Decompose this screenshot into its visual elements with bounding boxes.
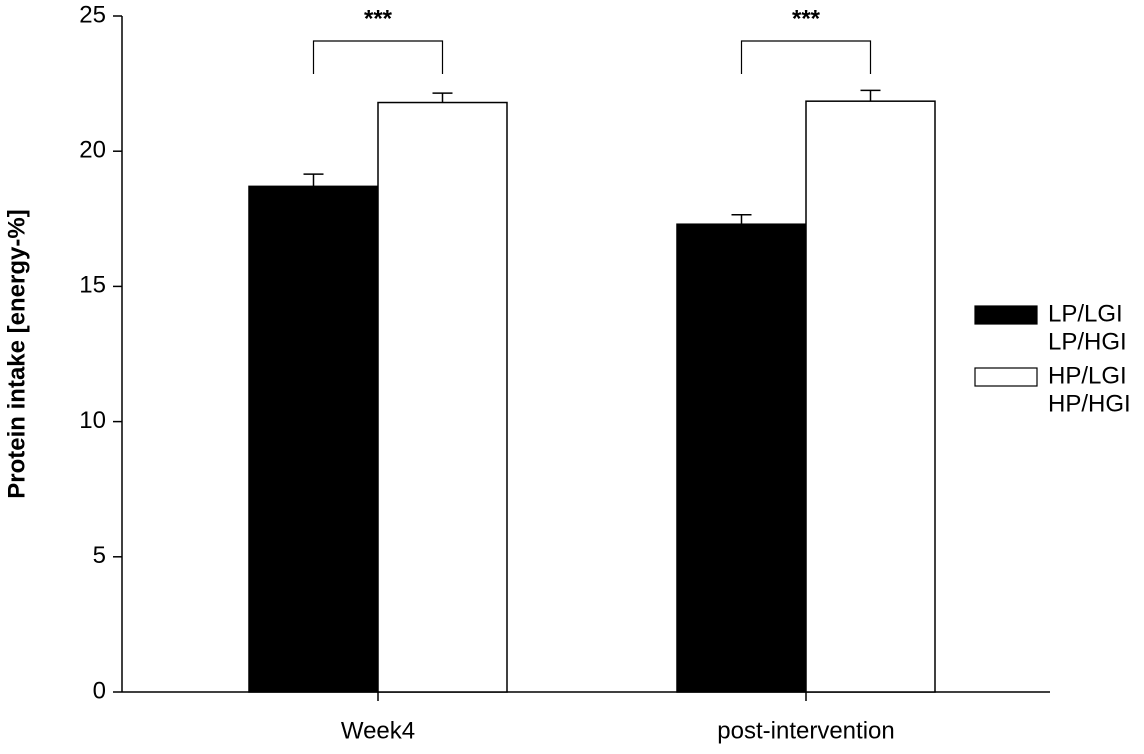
legend-swatch [974,305,1038,325]
bar [676,223,807,693]
legend-label: HP/HGI [1048,390,1131,417]
y-tick-label: 15 [79,272,106,299]
legend-label: LP/HGI [1048,328,1127,355]
bar [805,100,936,693]
x-tick-label: post-intervention [717,717,894,744]
y-tick-label: 5 [93,542,106,569]
y-tick-label: 10 [79,407,106,434]
y-tick-label: 25 [79,1,106,28]
significance-bracket [312,40,444,74]
legend-swatch [974,367,1038,387]
significance-label: *** [364,5,393,32]
bar [248,185,379,693]
legend-label: HP/LGI [1048,362,1127,389]
x-tick-label: Week4 [341,717,415,744]
y-tick-label: 20 [79,137,106,164]
significance-label: *** [792,5,821,32]
bar [377,101,508,693]
legend-label: LP/LGI [1048,300,1123,327]
y-axis-label: Protein intake [energy-%] [3,209,30,498]
y-tick-label: 0 [93,677,106,704]
significance-bracket [740,40,872,74]
